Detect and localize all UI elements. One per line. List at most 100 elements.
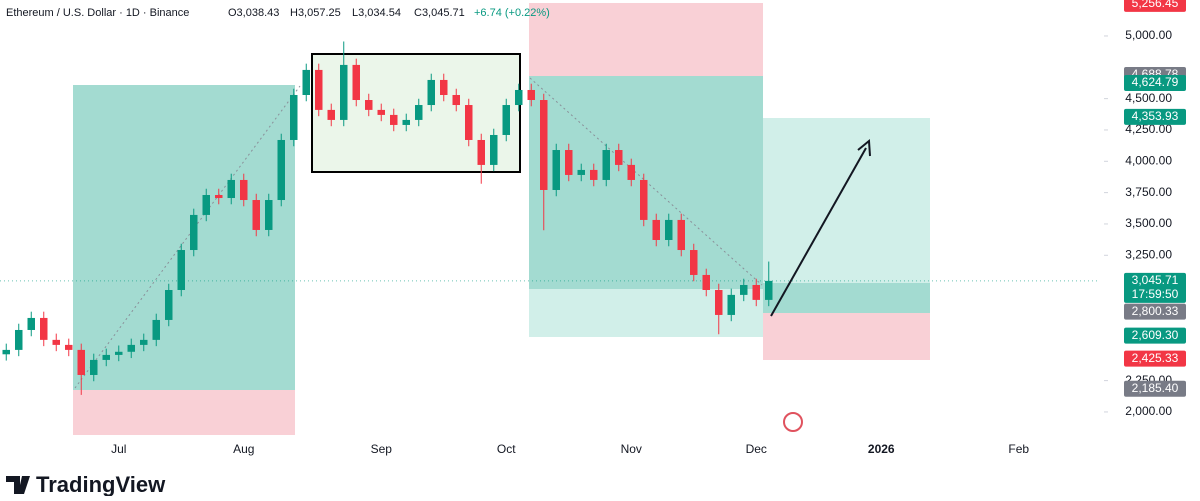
y-tick-label: 3,500.00 xyxy=(1125,216,1172,230)
candle-body xyxy=(40,317,48,340)
candle-body xyxy=(15,329,23,350)
price-badge xyxy=(1124,272,1186,303)
header-high: H3,057.25 xyxy=(290,7,341,19)
x-tick-label: Aug xyxy=(233,442,254,456)
price-label: 4,353.93 xyxy=(1132,109,1179,123)
candle-body xyxy=(177,250,185,290)
event-icon xyxy=(783,412,803,432)
candle-body xyxy=(127,344,135,352)
price-badge xyxy=(1124,327,1186,344)
candle-body xyxy=(365,100,373,110)
candle-body xyxy=(27,317,35,330)
candle-body xyxy=(265,200,273,230)
candle-body xyxy=(202,195,210,215)
candle-body xyxy=(252,200,260,230)
price-badge xyxy=(1124,350,1186,367)
candle-body xyxy=(590,169,598,180)
candle-body xyxy=(277,139,285,201)
candle-body xyxy=(727,294,735,315)
x-tick-label: Nov xyxy=(621,442,642,456)
arrow-line xyxy=(770,147,867,317)
candle-body xyxy=(415,105,423,120)
candle-body xyxy=(402,119,410,125)
long-target-zone xyxy=(73,85,295,390)
candle-body xyxy=(740,284,748,295)
candle-body xyxy=(640,179,648,220)
header-low: L3,034.54 xyxy=(352,7,401,19)
candle-body xyxy=(577,169,585,175)
candle-body xyxy=(165,290,173,320)
candle-body xyxy=(477,139,485,165)
price-label: 3,045.71 xyxy=(1132,273,1179,287)
candle-body xyxy=(352,64,360,101)
candle-body xyxy=(702,274,710,290)
drawings xyxy=(73,3,930,435)
candle-body xyxy=(427,79,435,106)
price-label: 4,624.79 xyxy=(1132,75,1179,89)
candle-body xyxy=(515,89,523,106)
price-badge xyxy=(1124,74,1186,91)
x-tick-label: Dec xyxy=(746,442,767,456)
candle-body xyxy=(215,195,223,199)
candle-body xyxy=(140,339,148,345)
candle-body xyxy=(552,150,560,190)
axis-layer: 2,000.002,250.003,250.003,500.003,750.00… xyxy=(0,0,1186,456)
price-label: 2,185.40 xyxy=(1132,381,1179,395)
price-label: 2,425.33 xyxy=(1132,351,1179,365)
candle-body xyxy=(102,354,110,360)
candle-body xyxy=(77,349,85,375)
candle-body xyxy=(615,150,623,165)
candle-body xyxy=(390,114,398,125)
y-tick-label: 4,250.00 xyxy=(1125,122,1172,136)
candle-body xyxy=(240,179,248,201)
x-tick-label: 2026 xyxy=(868,442,895,456)
x-tick-label: Sep xyxy=(371,442,393,456)
candle-body xyxy=(540,100,548,190)
candle-body xyxy=(690,250,698,275)
candle-body xyxy=(340,64,348,120)
price-badge xyxy=(1124,303,1186,320)
header-change: +6.74 (+0.22%) xyxy=(474,7,550,19)
candle-body xyxy=(152,319,160,340)
y-tick-label: 2,000.00 xyxy=(1125,404,1172,418)
long-open-zone xyxy=(763,283,930,313)
brand: TradingView xyxy=(36,472,166,496)
long-stop-zone xyxy=(763,313,930,360)
price-badge xyxy=(1124,108,1186,125)
candle-body xyxy=(190,214,198,251)
candle-body xyxy=(290,94,298,140)
short-stop-zone xyxy=(529,3,763,76)
candle-body xyxy=(377,109,385,115)
candle-body xyxy=(527,89,535,101)
price-label: 2,800.33 xyxy=(1132,304,1179,318)
x-tick-label: Jul xyxy=(111,442,126,456)
candle-body xyxy=(227,179,235,199)
price-label: 5,256.45 xyxy=(1132,0,1179,10)
price-label: 2,609.30 xyxy=(1132,328,1179,342)
y-tick-label: 3,750.00 xyxy=(1125,185,1172,199)
candle-body xyxy=(52,339,60,345)
candle-body xyxy=(715,290,723,315)
candle-body xyxy=(627,164,635,180)
candle-body xyxy=(115,351,123,355)
candle-body xyxy=(440,79,448,95)
y-tick-label: 4,500.00 xyxy=(1125,91,1172,105)
candle-body xyxy=(677,219,685,251)
candle-body xyxy=(652,219,660,240)
candle-layer xyxy=(2,41,773,395)
candle-body xyxy=(465,105,473,140)
y-tick-label: 3,250.00 xyxy=(1125,247,1172,261)
price-badge xyxy=(1124,380,1186,397)
candle-body xyxy=(665,219,673,240)
header-close: C3,045.71 xyxy=(414,7,465,19)
chart-title: Ethereum / U.S. Dollar · 1D · Binance xyxy=(6,7,189,19)
long-stop-zone xyxy=(73,390,295,435)
candle-body xyxy=(765,280,773,300)
candle-body xyxy=(90,359,98,375)
candle-body xyxy=(327,109,335,120)
candle-body xyxy=(490,134,498,165)
candle-body xyxy=(65,344,73,350)
long-target-zone xyxy=(763,118,930,283)
candle-body xyxy=(502,105,510,135)
